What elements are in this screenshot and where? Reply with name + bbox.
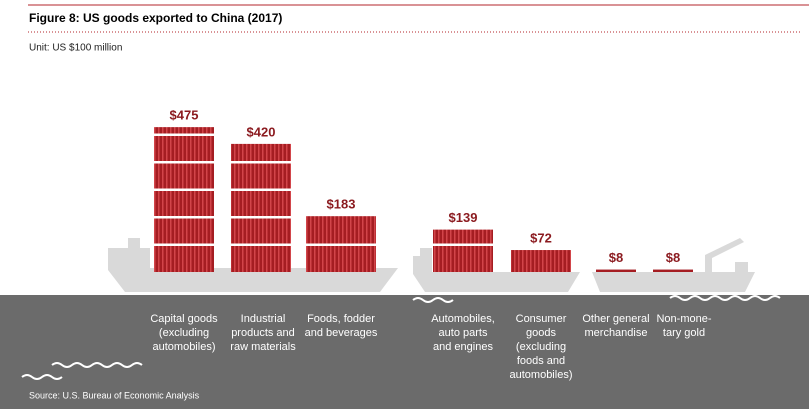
bar [596,269,636,272]
category-label: Non-mone-tary gold [656,313,712,339]
value-label: $72 [530,230,552,245]
container-gap [231,161,291,164]
category-label: Consumer goods (excluding foods and auto… [509,313,573,381]
bar [154,127,214,272]
value-label: $420 [247,124,276,139]
sea [0,295,809,409]
bar [653,269,693,272]
bar [433,229,493,272]
chart-subtitle: Unit: US $100 million [29,43,122,54]
category-label: Automobiles, auto parts and engines [431,313,495,353]
value-label: $8 [609,250,623,265]
waves [21,295,781,380]
bar [511,250,571,272]
crane [705,238,748,272]
category-label: Industrial products and raw materials [230,313,296,353]
ship [592,272,755,292]
value-label: $183 [327,197,356,212]
container-gap [154,161,214,164]
value-label: $8 [666,250,680,265]
container-gap [231,243,291,246]
source: Source: U.S. Bureau of Economic Analysis [29,390,200,400]
container-gap [154,133,214,136]
container-gap [433,243,493,246]
container-gap [306,243,376,246]
category-label: Other general merchandise [582,313,650,339]
category-label: Capital goods (excluding automobiles) [150,313,218,353]
value-label: $139 [449,210,478,225]
chart-title: Figure 8: US goods exported to China (20… [29,11,282,25]
container-gap [231,216,291,219]
container-gap [231,188,291,191]
container-gap [154,216,214,219]
value-label: $475 [170,108,199,123]
ship [108,238,398,292]
ship [413,248,580,292]
container-gap [154,243,214,246]
container-gap [154,188,214,191]
bar [231,143,291,272]
category-label: Foods, fodder and beverages [304,313,378,339]
